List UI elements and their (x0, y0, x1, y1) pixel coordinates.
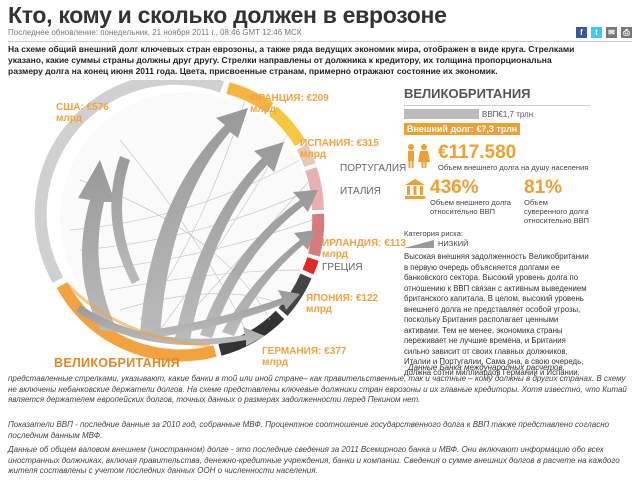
page-title: Кто, кому и сколько должен в еврозоне (8, 2, 447, 28)
label-uk: ВЕЛИКОБРИТАНИЯ (54, 356, 180, 370)
arrow-uk-to-usa (78, 160, 118, 332)
risk-value: НИЗКИЙ (438, 239, 469, 248)
label-spain: ИСПАНИЯ: €315 млрд (300, 138, 379, 160)
external-debt-bar: Внешний долг: €7,3 трлн (404, 123, 521, 135)
ring-segment-usa[interactable] (34, 80, 225, 283)
label-france: ФРАНЦИЯ: €209 млрд (250, 93, 329, 115)
facebook-icon[interactable]: f (576, 27, 587, 38)
footer-paragraph-1: представленные стрелками, указывают, как… (8, 374, 627, 404)
percent-row: 436% Объем внешнего долга относительно В… (404, 178, 590, 225)
share-toolbar: f t ✉ ⎙ (576, 27, 632, 38)
gdp-label: ВВП€1,7 трлн (482, 109, 534, 119)
footer-paragraph-2: Показатели ВВП - последние данные за 201… (8, 420, 610, 440)
debt-to-gdp-caption: Объем внешнего долга относительно ВВП (430, 198, 511, 216)
bank-icon (405, 179, 425, 199)
per-capita-caption: Объем внешнего долга на душу населения (438, 163, 589, 172)
country-description: Высокая внешняя задолженность Великобрит… (404, 252, 589, 377)
footer-paragraph-3: Данные об общем валовом внешнем (иностра… (8, 445, 620, 475)
label-japan: ЯПОНИЯ: €122 млрд (306, 293, 379, 315)
gdp-bar (404, 109, 479, 119)
arrow-to-france (140, 108, 248, 338)
per-capita-value: €117.580 (438, 142, 517, 163)
arrow-to-japan (150, 290, 300, 338)
risk-category: Категория риска: (404, 229, 590, 238)
arrow-to-germany (76, 305, 265, 346)
sovereign-debt-value: 81% (524, 177, 563, 198)
label-italy: ИТАЛИЯ (340, 186, 381, 197)
ring-segment-ireland[interactable] (308, 213, 325, 257)
label-germany: ГЕРМАНИЯ: €377 млрд (262, 346, 347, 368)
lead-paragraph: На схеме общий внешний долг ключевых стр… (8, 44, 575, 76)
debt-to-gdp-value: 436% (430, 177, 479, 198)
arrow-to-spain (175, 142, 284, 340)
last-updated: Последнее обновление: понедельник, 21 но… (8, 28, 302, 37)
bis-note: Данные Банка международных расчетов, (408, 363, 565, 372)
label-portugal: ПОРТУГАЛИЯ (340, 163, 407, 174)
country-info-panel: ВЕЛИКОБРИТАНИЯ ВВП€1,7 трлн Внешний долг… (404, 86, 590, 378)
email-icon[interactable]: ✉ (606, 27, 617, 38)
arrow-usa-loop (111, 156, 140, 284)
ring-segment-france[interactable] (226, 82, 274, 113)
label-usa: США: €576 млрд (56, 102, 109, 124)
gdp-legend: ВВП€1,7 трлн (404, 109, 590, 119)
arrow-to-ireland (222, 230, 316, 336)
risk-label: Категория риска: (404, 229, 463, 238)
debt-circle-diagram (34, 80, 325, 362)
people-icon (408, 144, 430, 168)
per-capita-row: €117.580 Объем внешнего долга на душу на… (404, 143, 590, 172)
ring-segment-uk[interactable] (56, 282, 217, 362)
debt-arrows (76, 108, 318, 346)
print-icon[interactable]: ⎙ (621, 27, 632, 38)
ring-segment-spain[interactable] (268, 106, 306, 147)
ring-segment-portugal[interactable] (296, 144, 316, 168)
ring-segment-greece[interactable] (302, 257, 319, 275)
twitter-icon[interactable]: t (591, 27, 602, 38)
risk-gauge-icon (404, 239, 434, 248)
sovereign-debt-caption: Объем суверенного долга относительно ВВП (524, 198, 590, 225)
panel-country-title: ВЕЛИКОБРИТАНИЯ (404, 86, 590, 106)
ring-segment-italy[interactable] (305, 167, 324, 211)
label-ireland: ИРЛАНДИЯ: €113 млрд (322, 238, 406, 260)
label-greece: ГРЕЦИЯ (322, 262, 363, 273)
divider (8, 41, 632, 42)
uk-arrow-base (66, 283, 211, 348)
risk-gauge-row: НИЗКИЙ (404, 239, 590, 248)
